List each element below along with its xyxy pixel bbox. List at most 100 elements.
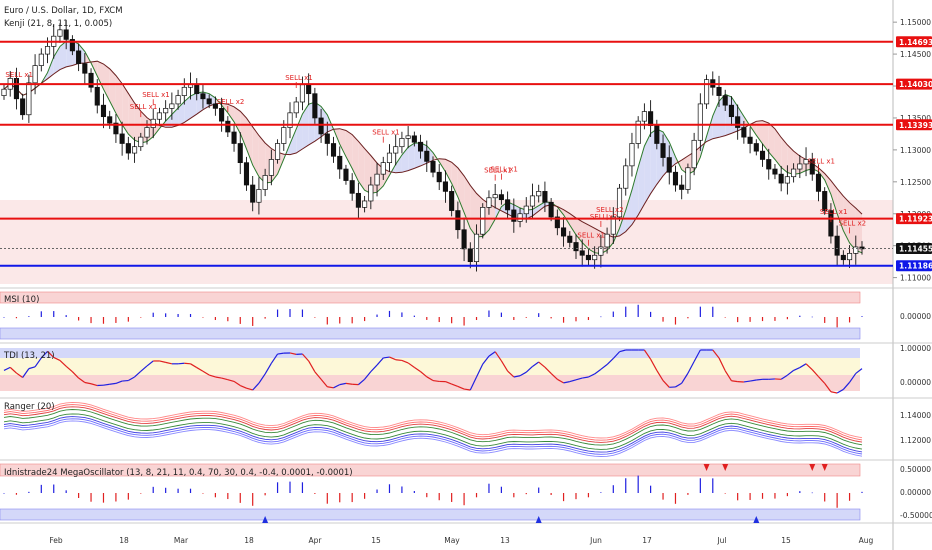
tdi-segment — [830, 391, 838, 394]
msi-bar — [289, 309, 291, 317]
x-tick-label: 15 — [781, 536, 791, 545]
tdi-segment — [464, 388, 471, 391]
tdi-segment — [756, 378, 763, 381]
mega-bar — [600, 492, 602, 493]
tdi-lower-zone — [0, 375, 860, 391]
tdi-segment — [619, 349, 626, 353]
tdi-segment — [84, 381, 92, 385]
candle-body — [567, 235, 573, 243]
cloud-segment — [358, 141, 365, 191]
candle-body — [405, 135, 411, 139]
msi-bar — [40, 311, 42, 317]
cloud-segment — [302, 104, 309, 150]
msi-bar — [687, 317, 689, 319]
candle-body — [181, 86, 187, 96]
cloud-segment — [395, 154, 402, 173]
msi-bar — [848, 317, 851, 323]
cloud-segment — [855, 208, 862, 253]
candle-body — [299, 84, 305, 103]
candle-body — [243, 162, 250, 186]
msi-bar — [724, 317, 726, 318]
candle-body — [517, 213, 523, 222]
candle-body — [809, 159, 815, 175]
ranger-tick-top: 1.14000 — [900, 411, 931, 420]
mega-bar — [737, 493, 739, 501]
mega-down-arrow — [821, 464, 828, 471]
candle-body — [57, 29, 63, 37]
candle-body — [318, 117, 324, 135]
candle-body — [548, 201, 554, 218]
tdi-segment — [383, 356, 390, 359]
sell-signal-label: SELL x1 — [484, 167, 512, 175]
msi-bar — [774, 317, 776, 321]
tdi-segment — [494, 351, 502, 362]
tdi-segment — [289, 352, 297, 355]
candle-body — [212, 103, 218, 109]
mega-bar — [625, 478, 627, 493]
mega-bar — [538, 487, 540, 493]
mega-arrows — [262, 464, 828, 523]
cloud-segment — [184, 95, 191, 123]
cloud-segment — [234, 106, 241, 134]
cloud-segment — [582, 221, 589, 249]
cloud-segment — [756, 120, 763, 144]
msi-panel[interactable]: MSI (10) 0.00000 — [0, 291, 931, 340]
tdi-segment — [215, 376, 222, 379]
level-badge — [896, 78, 932, 90]
tdi-segment — [569, 379, 577, 383]
msi-bar — [861, 316, 863, 317]
tdi-segment — [818, 376, 826, 384]
mega-bar — [90, 493, 92, 502]
ranger-panel[interactable]: Ranger (20) 1.14000 1.12000 — [3, 401, 931, 457]
msi-bar — [426, 317, 428, 320]
tdi-segment — [227, 379, 235, 383]
tdi-panel[interactable]: TDI (13, 21) 1.00000 0.00000 — [0, 344, 931, 394]
msi-bar — [625, 306, 627, 317]
mega-bar — [127, 493, 129, 500]
mega-bar — [177, 488, 179, 493]
cloud-segment — [781, 137, 788, 173]
tdi-segment — [582, 376, 589, 379]
tdi-segment — [258, 373, 266, 384]
mega-up-arrow — [262, 516, 269, 523]
cloud-segment — [445, 159, 452, 184]
tdi-segment — [90, 383, 98, 387]
cloud-segment — [532, 205, 539, 216]
candle-body — [237, 143, 243, 164]
mega-bar — [662, 493, 664, 500]
msi-bar — [525, 317, 527, 318]
mega-bar — [189, 488, 192, 493]
cloud-segment — [53, 46, 60, 75]
mega-oscillator-panel[interactable]: Idnistrade24 MegaOscillator (13, 8, 21, … — [0, 463, 932, 523]
tdi-segment — [78, 377, 86, 383]
candle-body — [424, 150, 430, 162]
tdi-segment — [811, 369, 819, 378]
last-price-badge — [896, 243, 932, 255]
tdi-segment — [482, 355, 490, 365]
msi-bar — [662, 317, 664, 322]
candle-body — [337, 155, 343, 170]
tdi-segment — [519, 371, 527, 377]
mega-bar — [339, 493, 341, 503]
candle-body — [455, 210, 461, 231]
time-axis[interactable]: Feb 18 Mar 18 Apr 15 May 13 Jun 17 Jul 15 Aug — [49, 536, 873, 545]
candle-body — [430, 161, 436, 173]
msi-bar — [140, 317, 142, 318]
mega-bar — [413, 491, 415, 493]
candle-body — [822, 191, 828, 211]
msi-bar — [301, 309, 304, 317]
candle-body — [598, 246, 604, 256]
msi-bar — [3, 317, 5, 318]
tdi-segment — [370, 364, 378, 373]
tdi-segment — [345, 382, 353, 385]
msi-bar — [587, 317, 590, 321]
msi-upper-zone — [0, 291, 861, 304]
mega-bar — [848, 493, 851, 501]
tdi-segment — [718, 357, 726, 372]
candle-body — [449, 191, 455, 211]
candle-body — [629, 143, 635, 167]
mega-down-arrow — [722, 464, 729, 471]
candle-body — [362, 200, 368, 208]
